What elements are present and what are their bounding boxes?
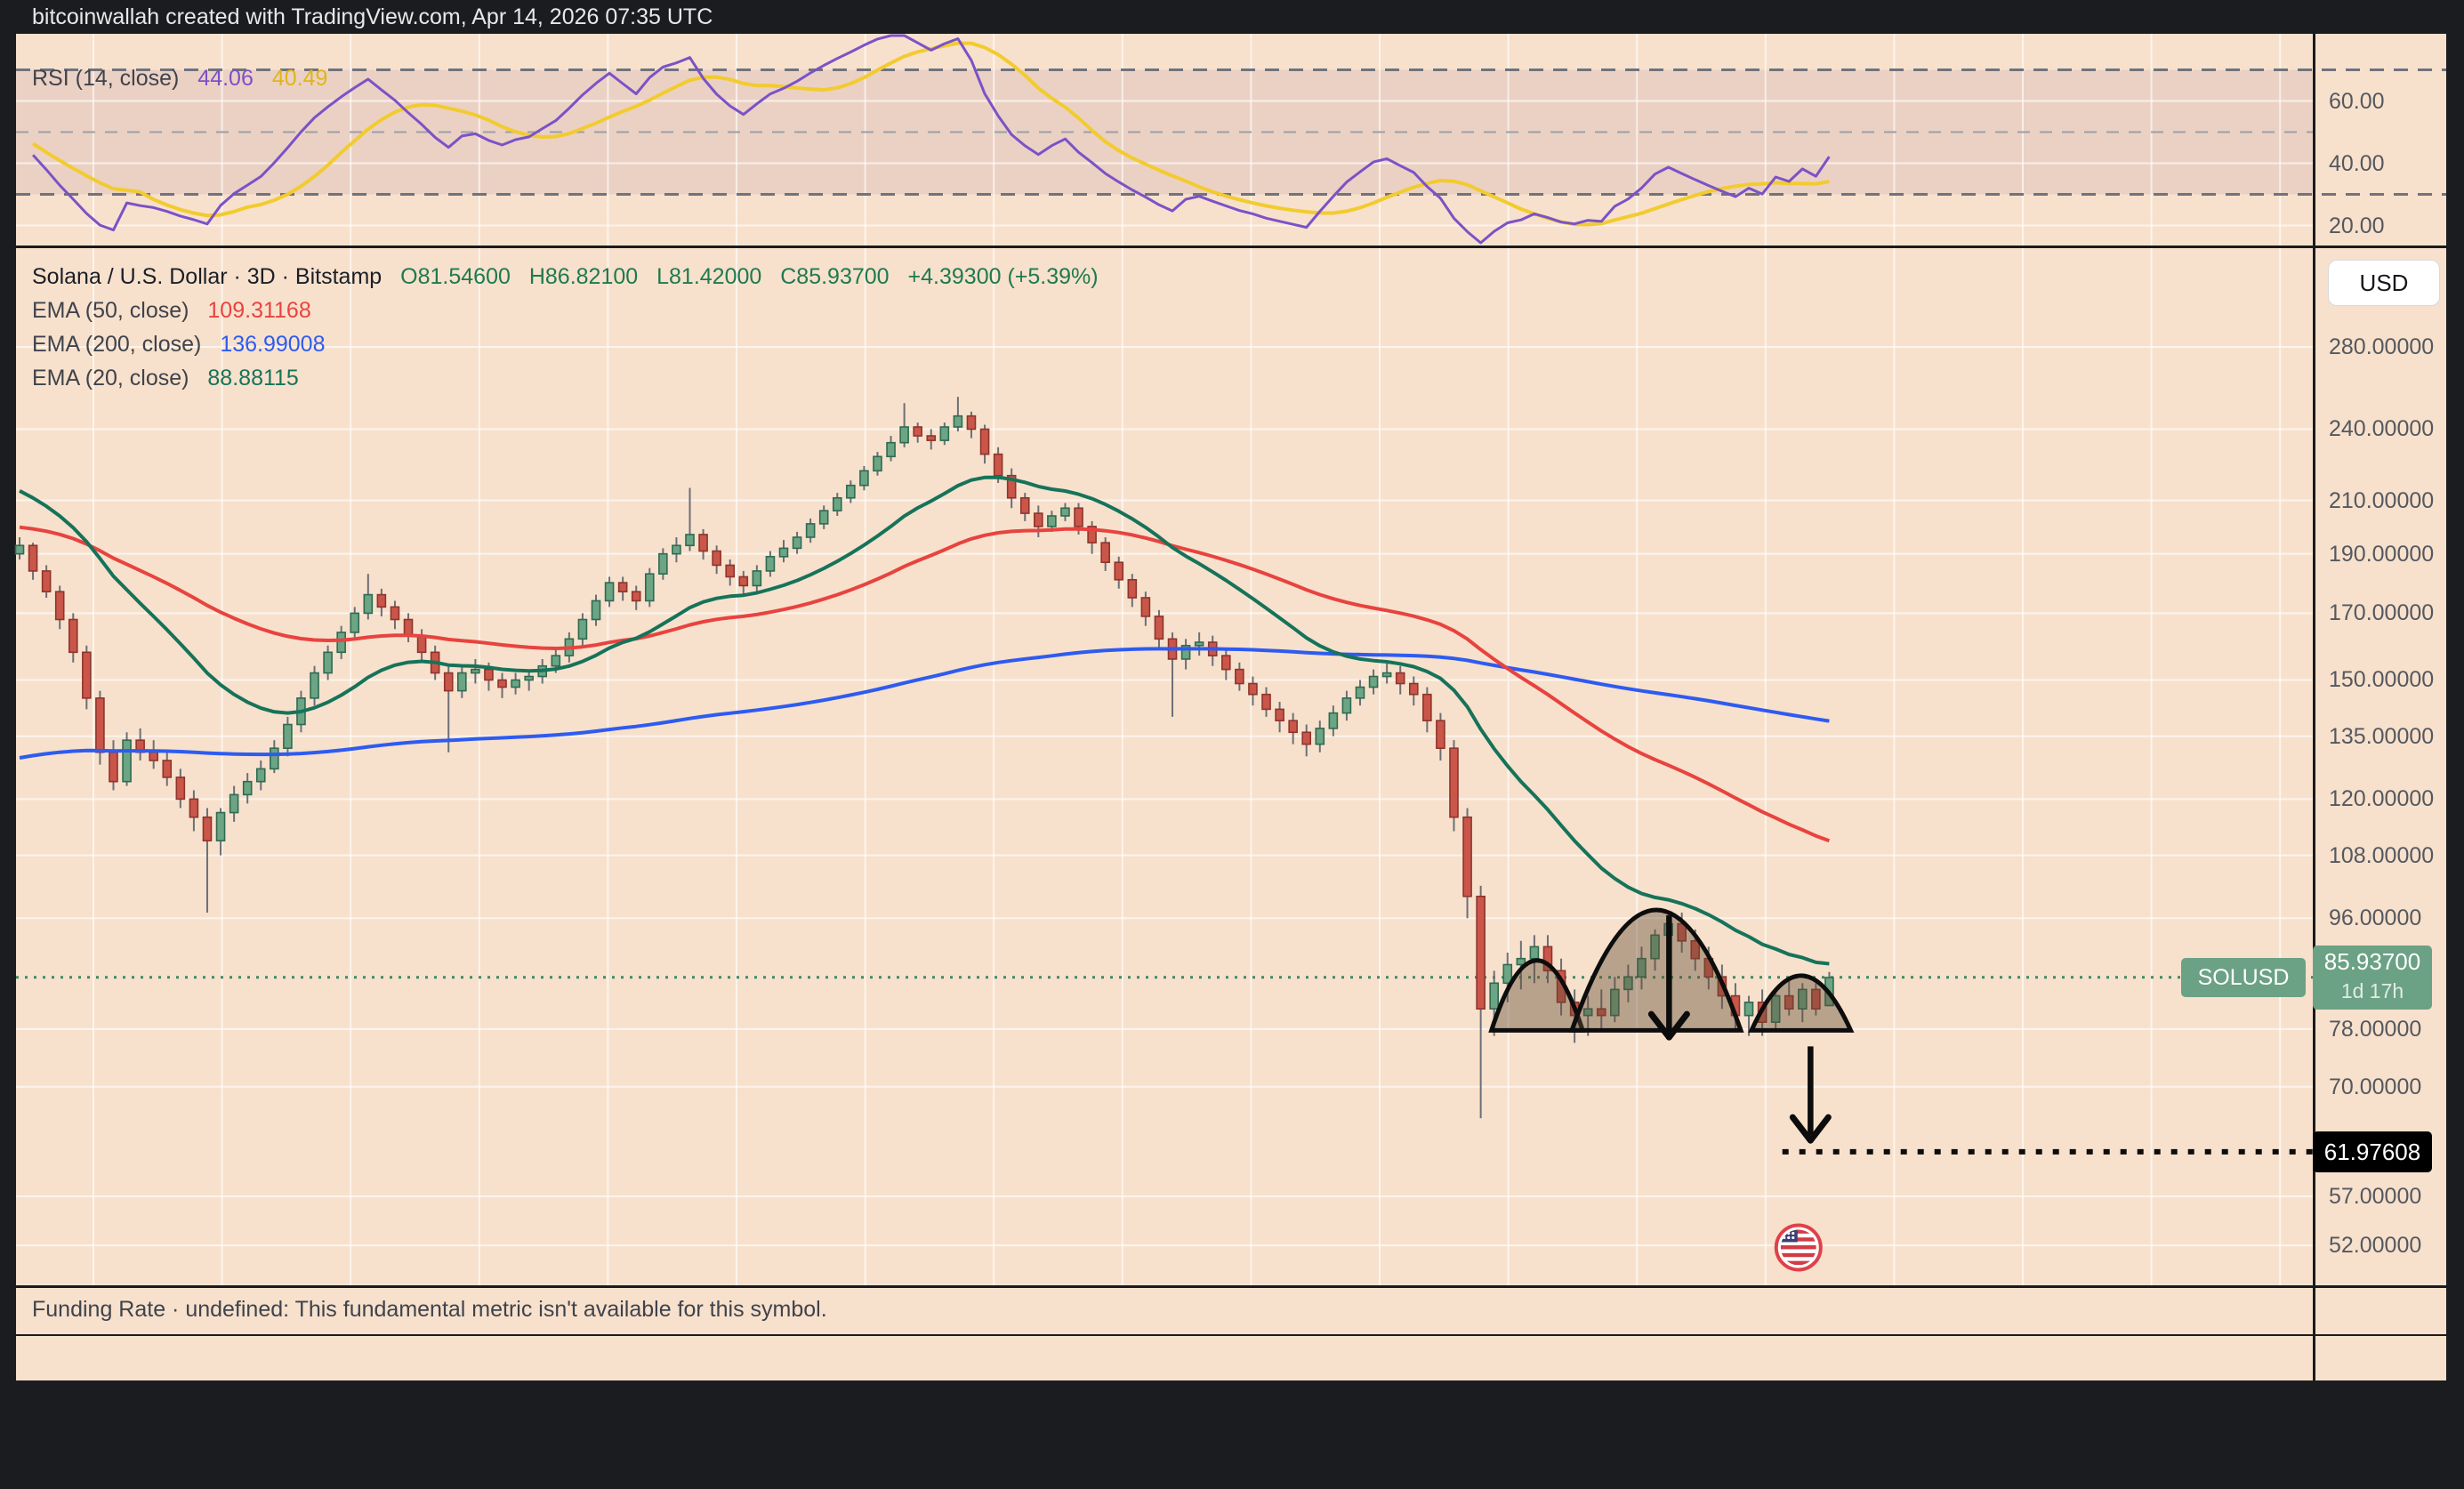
ema50-legend-row: EMA (50, close) 109.31168 <box>32 298 1111 324</box>
ema50-value: 109.31168 <box>207 298 311 323</box>
main-funding-divider[interactable] <box>16 1285 2446 1288</box>
funding-timeaxis-divider <box>16 1334 2446 1336</box>
rsi-legend-label: RSI (14, close) <box>32 66 180 91</box>
current-price-badge: 85.93700 1d 17h <box>2313 945 2432 1010</box>
funding-rate-note: Funding Rate · undefined: This fundament… <box>32 1297 827 1322</box>
price-tick-label: 70.00000 <box>2329 1074 2422 1099</box>
rsi-ma-value: 40.49 <box>271 66 328 91</box>
target-price-badge: 61.97608 <box>2313 1131 2432 1172</box>
bar-countdown: 1d 17h <box>2340 978 2404 1002</box>
price-tick-label: 96.00000 <box>2329 905 2422 931</box>
symbol-price-label: SOLUSD <box>2181 957 2306 997</box>
price-tick-label: 170.00000 <box>2329 600 2435 626</box>
chart-background <box>16 34 2446 1380</box>
price-tick-label: 135.00000 <box>2329 723 2435 749</box>
ema200-legend-row: EMA (200, close) 136.99008 <box>32 332 1111 358</box>
currency-usd-button[interactable]: USD <box>2328 260 2440 306</box>
open-value: O81.54600 <box>400 264 511 289</box>
time-axis[interactable]: MarAprMayJunJulAugSepOctNovDec2026FebMar… <box>0 1336 2464 1380</box>
rsi-tick-label: 20.00 <box>2329 213 2385 238</box>
ema50-label: EMA (50, close) <box>32 298 189 323</box>
ema20-value: 88.88115 <box>207 366 299 390</box>
price-tick-label: 108.00000 <box>2329 842 2435 868</box>
price-tick-label: 120.00000 <box>2329 786 2435 812</box>
head-and-shoulders-annotation[interactable] <box>1488 907 1855 1144</box>
price-tick-label: 240.00000 <box>2329 416 2435 442</box>
price-tick-label: 57.00000 <box>2329 1184 2422 1210</box>
ema20-label: EMA (20, close) <box>32 366 189 390</box>
main-legend: Solana / U.S. Dollar · 3D · Bitstamp O81… <box>32 264 1111 399</box>
top-bar: bitcoinwallah created with TradingView.c… <box>0 0 2464 34</box>
price-tick-label: 210.00000 <box>2329 487 2435 513</box>
current-price-value: 85.93700 <box>2323 947 2421 975</box>
price-tick-label: 280.00000 <box>2329 334 2435 359</box>
change-value: +4.39300 (+5.39%) <box>907 264 1099 289</box>
close-value: C85.93700 <box>780 264 890 289</box>
price-tick-label: 190.00000 <box>2329 541 2435 567</box>
ema200-label: EMA (200, close) <box>32 332 202 357</box>
rsi-value: 44.06 <box>197 66 254 91</box>
symbol-title: Solana / U.S. Dollar · 3D · Bitstamp <box>32 264 382 289</box>
symbol-legend-row: Solana / U.S. Dollar · 3D · Bitstamp O81… <box>32 264 1111 290</box>
attribution-text: bitcoinwallah created with TradingView.c… <box>32 4 713 29</box>
price-axis-border <box>2313 34 2315 1380</box>
rsi-main-divider[interactable] <box>16 245 2446 248</box>
rsi-tick-label: 40.00 <box>2329 150 2385 176</box>
price-tick-label: 52.00000 <box>2329 1233 2422 1259</box>
ema20-legend-row: EMA (20, close) 88.88115 <box>32 366 1111 391</box>
gridlines <box>16 34 2446 1285</box>
ema200-value: 136.99008 <box>220 332 326 357</box>
ema-200-line <box>19 647 1830 760</box>
high-value: H86.82100 <box>528 264 639 289</box>
rsi-tick-label: 60.00 <box>2329 88 2385 114</box>
price-tick-label: 78.00000 <box>2329 1016 2422 1042</box>
low-value: L81.42000 <box>656 264 762 289</box>
price-tick-label: 150.00000 <box>2329 667 2435 693</box>
rsi-legend: RSI (14, close) 44.06 40.49 <box>32 66 340 92</box>
footer-bar: TradingView <box>0 1380 2464 1489</box>
rsi-line <box>31 34 1831 245</box>
ema-20-line <box>19 475 1830 966</box>
us-flag-event-icon[interactable] <box>1774 1223 1823 1272</box>
ema-50-line <box>19 525 1831 843</box>
